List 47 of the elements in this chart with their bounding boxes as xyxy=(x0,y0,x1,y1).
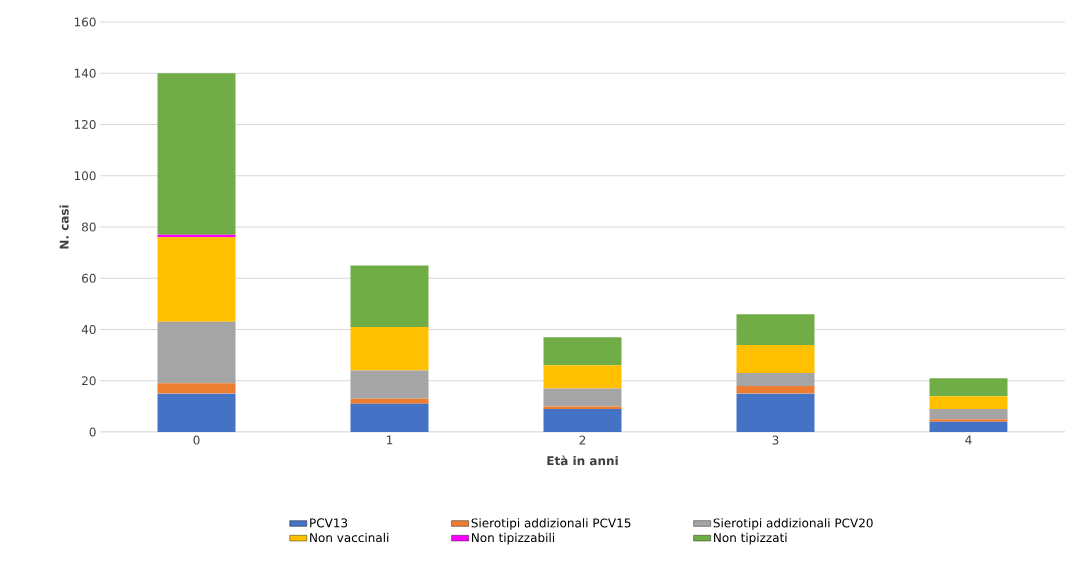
y-tick-label: 120 xyxy=(74,119,96,130)
bar xyxy=(157,237,236,322)
bar xyxy=(543,406,622,409)
bar xyxy=(736,344,815,374)
y-tick-label: 20 xyxy=(82,376,96,386)
bar xyxy=(157,383,236,394)
bar xyxy=(929,408,1008,420)
legend-label: Sierotipi addizionali PCV15 xyxy=(471,518,631,530)
bar xyxy=(736,373,815,386)
x-tick-label: 0 xyxy=(193,435,200,445)
bar xyxy=(929,396,1008,409)
bar xyxy=(929,378,1008,397)
bar xyxy=(350,403,429,432)
y-axis-title: N. casi xyxy=(59,205,69,249)
bar xyxy=(350,265,429,327)
legend-label: Sierotipi addizionali PCV20 xyxy=(713,518,873,530)
bar xyxy=(736,385,815,394)
bar xyxy=(929,421,1008,432)
bar xyxy=(350,326,429,371)
x-axis-title: Età in anni xyxy=(547,455,618,466)
bar xyxy=(736,393,815,432)
bar xyxy=(736,314,815,345)
y-tick-label: 140 xyxy=(74,68,96,78)
y-tick-label: 100 xyxy=(74,171,96,181)
y-tick-label: 60 xyxy=(82,273,96,283)
bar xyxy=(543,388,622,407)
x-tick-label: 1 xyxy=(387,435,393,445)
y-tick-label: 80 xyxy=(82,222,96,232)
bar xyxy=(929,419,1008,422)
legend-label: Non tipizzabili xyxy=(472,532,555,545)
bar xyxy=(350,370,429,399)
y-tick-label: 160 xyxy=(74,17,96,27)
y-tick-label: 40 xyxy=(81,324,96,335)
y-tick-label: 0 xyxy=(89,427,96,437)
bar xyxy=(543,365,622,389)
legend-label: Non vaccinali xyxy=(310,532,389,543)
bar xyxy=(157,393,236,432)
x-tick-label: 4 xyxy=(965,435,972,445)
bar xyxy=(157,321,236,384)
x-tick-label: 3 xyxy=(772,435,779,445)
bar xyxy=(157,73,236,235)
bar xyxy=(543,337,622,366)
legend-label: PCV13 xyxy=(310,518,348,528)
bar xyxy=(350,398,429,404)
bar xyxy=(543,408,622,432)
x-tick-label: 2 xyxy=(579,435,586,445)
legend-label: Non tipizzati xyxy=(714,532,787,545)
